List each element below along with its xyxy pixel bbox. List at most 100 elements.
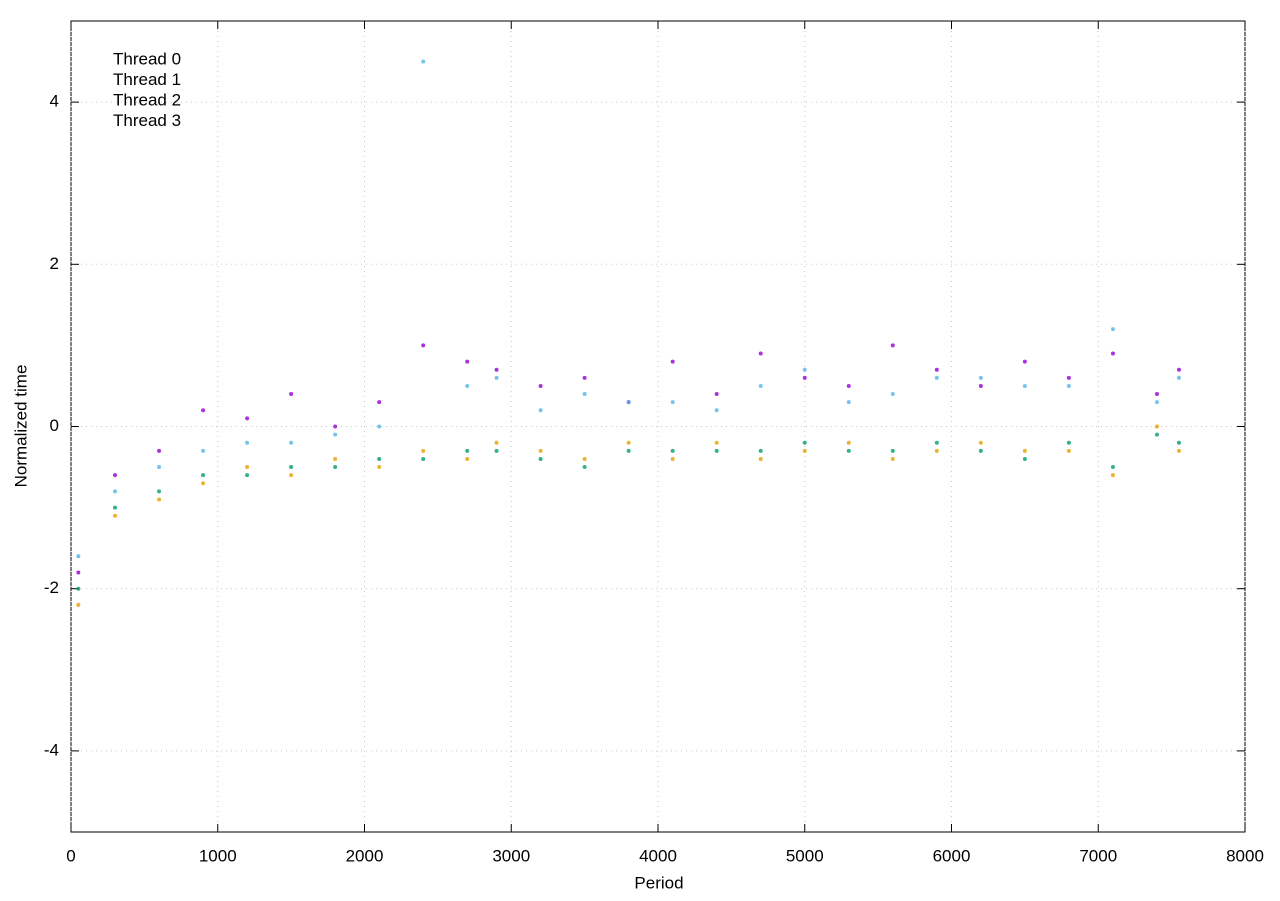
point [890,456,895,461]
point [582,456,587,461]
point [1022,448,1027,453]
x-tick-label: 5000 [786,846,824,865]
y-axis-label: Normalized time [11,365,30,488]
point [890,448,895,453]
point [670,400,675,405]
point [76,570,81,575]
point [978,383,983,388]
x-tick-label: 0 [66,846,75,865]
x-tick-label: 8000 [1226,846,1264,865]
point [1066,383,1071,388]
point [670,456,675,461]
point [1176,375,1181,380]
point [465,383,470,388]
x-tick-label: 7000 [1079,846,1117,865]
point [1022,359,1027,364]
point [377,465,382,470]
point [1176,448,1181,453]
point [582,375,587,380]
point [1176,440,1181,445]
point [465,448,470,453]
point [538,383,543,388]
point [846,448,851,453]
point [421,343,426,348]
point [670,448,675,453]
point [1066,375,1071,380]
point [421,456,426,461]
y-tick-label: 2 [50,254,59,273]
point [201,408,206,413]
x-tick-label: 4000 [639,846,677,865]
point [714,448,719,453]
point [465,456,470,461]
point [890,392,895,397]
point [201,473,206,478]
point [333,432,338,437]
point [802,375,807,380]
point [157,448,162,453]
point [1154,424,1159,429]
point [76,554,81,559]
point [582,465,587,470]
point [758,456,763,461]
point [758,383,763,388]
point [934,367,939,372]
point [113,473,118,478]
point [76,586,81,591]
point [201,481,206,486]
point [157,465,162,470]
legend-label: Thread 3 [113,111,181,130]
x-tick-label: 1000 [199,846,237,865]
x-axis-label: Period [634,873,683,892]
point [1154,400,1159,405]
point [802,440,807,445]
point [626,400,631,405]
point [1154,432,1159,437]
point [465,359,470,364]
point [538,408,543,413]
point [1110,351,1115,356]
point [494,440,499,445]
point [1066,448,1071,453]
point [201,448,206,453]
point [1110,327,1115,332]
point [1110,465,1115,470]
point [333,465,338,470]
point [538,448,543,453]
point [714,408,719,413]
point [333,424,338,429]
point [1110,473,1115,478]
point [76,602,81,607]
point [289,440,294,445]
point [494,367,499,372]
point [758,448,763,453]
y-tick-label: -2 [44,578,59,597]
x-tick-label: 2000 [346,846,384,865]
legend-label: Thread 2 [113,90,181,109]
point [289,392,294,397]
point [494,375,499,380]
point [494,448,499,453]
point [846,400,851,405]
point [934,448,939,453]
point [1022,456,1027,461]
point [245,440,250,445]
point [626,448,631,453]
point [758,351,763,356]
point [714,440,719,445]
point [377,400,382,405]
point [377,424,382,429]
point [802,448,807,453]
point [157,489,162,494]
point [582,392,587,397]
point [934,440,939,445]
point [846,440,851,445]
point [245,473,250,478]
point [978,448,983,453]
point [113,505,118,510]
point [846,383,851,388]
point [289,465,294,470]
point [157,497,162,502]
point [670,359,675,364]
point [245,465,250,470]
